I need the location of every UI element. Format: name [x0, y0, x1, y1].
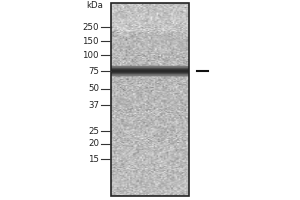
Text: 50: 50 [88, 84, 99, 93]
Bar [111, 3, 189, 196]
Text: 250: 250 [82, 22, 99, 31]
Text: 15: 15 [88, 154, 99, 164]
Text: 25: 25 [88, 127, 99, 136]
Text: kDa: kDa [87, 1, 103, 10]
Text: 150: 150 [82, 36, 99, 46]
Text: 37: 37 [88, 100, 99, 110]
Text: 20: 20 [88, 140, 99, 148]
Text: 100: 100 [82, 50, 99, 60]
Text: 75: 75 [88, 66, 99, 75]
